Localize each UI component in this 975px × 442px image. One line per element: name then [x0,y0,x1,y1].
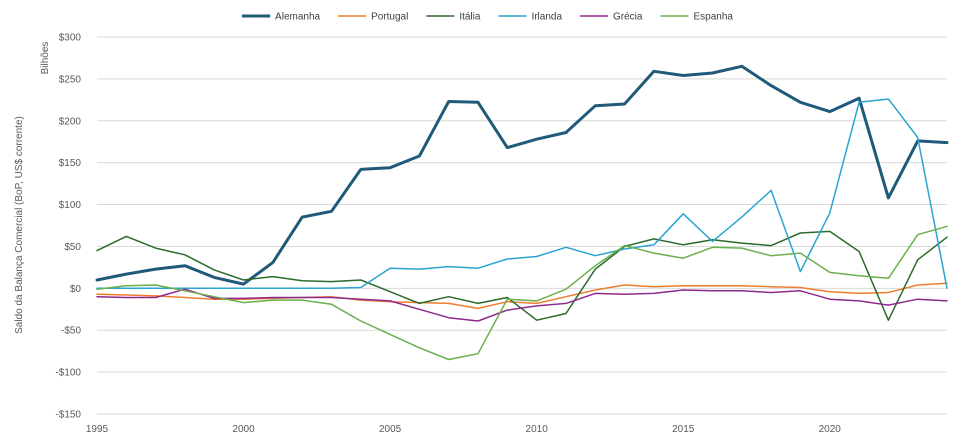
x-tick-label: 2015 [672,424,695,435]
y-tick-label: $50 [64,242,81,253]
legend-item: Portugal [338,12,408,23]
legend-item: Itália [426,12,481,23]
legend-label: Alemanha [275,12,320,23]
legend-label: Grécia [613,12,643,23]
legend-item: Grécia [580,12,643,23]
y-axis-units-label: Bilhões [40,42,51,75]
y-tick-label: -$50 [61,326,81,337]
legend: Alemanha Portugal Itália Irlanda Grécia Espan… [242,12,733,23]
series-line-espanha [96,225,948,361]
y-tick-label: -$150 [55,410,81,421]
y-tick-label: $250 [59,74,82,85]
x-tick-label: 2005 [379,424,402,435]
series-line-irlanda [96,98,948,290]
series-line-portugal [96,282,948,310]
x-tick-label: 2010 [526,424,549,435]
y-axis-ticks: $300 $250 $200 $150 $100 $50 $0 -$50 -$100 -$150 [55,33,81,421]
series-line-grecia [96,288,948,322]
legend-label: Irlanda [531,12,562,23]
y-tick-label: $150 [59,158,82,169]
gridlines [97,36,947,415]
legend-item: Alemanha [242,12,321,23]
x-axis-ticks: 1995 2000 2005 2010 2015 2020 [86,424,841,435]
y-tick-label: -$100 [55,368,81,379]
series-line-alemanha [95,64,949,286]
series-line-italia [96,230,948,321]
data-series-group [95,64,949,361]
y-tick-label: $100 [59,200,82,211]
x-tick-label: 2020 [819,424,842,435]
legend-item: Irlanda [498,12,562,23]
x-tick-label: 1995 [86,424,109,435]
y-tick-label: $0 [70,284,82,295]
legend-item: Espanha [660,12,733,23]
y-tick-label: $200 [59,116,82,127]
legend-label: Espanha [693,12,733,23]
y-axis-title: Saldo da Balança Comercial (BoP, US$ cor… [14,116,25,334]
y-tick-label: $300 [59,33,82,44]
legend-label: Itália [459,12,481,23]
x-tick-label: 2000 [232,424,255,435]
legend-label: Portugal [371,12,408,23]
